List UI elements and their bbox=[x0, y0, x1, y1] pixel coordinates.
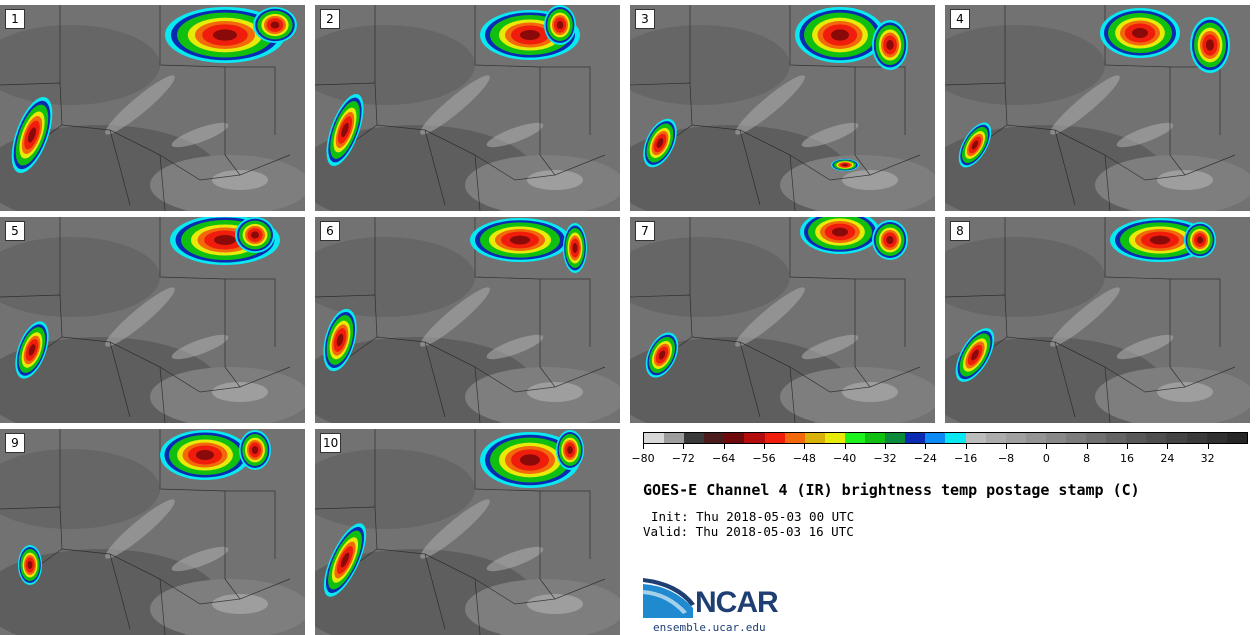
ensemble-member-panel-10: 10 bbox=[315, 429, 620, 635]
member-number-label: 8 bbox=[950, 221, 970, 241]
colorbar-tick bbox=[844, 444, 846, 449]
colorbar-segment-2 bbox=[664, 433, 685, 443]
colorbar-segment-6 bbox=[744, 433, 765, 443]
member-number-label: 4 bbox=[950, 9, 970, 29]
colorbar-tick-label: −16 bbox=[954, 452, 978, 465]
ensemble-member-panel-6: 6 bbox=[315, 217, 620, 423]
colorbar-segment-12 bbox=[865, 433, 886, 443]
member-number-label: 7 bbox=[635, 221, 655, 241]
colorbar-segment-15 bbox=[925, 433, 946, 443]
ir-map bbox=[630, 217, 935, 423]
colorbar-tick bbox=[925, 444, 927, 449]
colorbar-segment-21 bbox=[1045, 433, 1066, 443]
colorbar-tick bbox=[723, 444, 725, 449]
colorbar-tick bbox=[643, 444, 644, 449]
colorbar-tick-label: 32 bbox=[1200, 452, 1215, 465]
ir-map bbox=[945, 217, 1250, 423]
member-number-label: 2 bbox=[320, 9, 340, 29]
colorbar-segment-10 bbox=[824, 433, 845, 443]
colorbar-tick-label: −64 bbox=[712, 452, 736, 465]
colorbar-tick bbox=[965, 444, 967, 449]
colorbar-segment-27 bbox=[1166, 433, 1187, 443]
colorbar-tick-label: −24 bbox=[913, 452, 937, 465]
colorbar-segment-18 bbox=[985, 433, 1006, 443]
colorbar-tick-label: −32 bbox=[873, 452, 897, 465]
colorbar-segment-20 bbox=[1025, 433, 1046, 443]
ir-map bbox=[315, 5, 620, 211]
colorbar-segment-3 bbox=[684, 433, 705, 443]
ir-map bbox=[315, 217, 620, 423]
colorbar-tick bbox=[1207, 444, 1209, 449]
ir-map bbox=[0, 429, 305, 635]
colorbar-segment-13 bbox=[885, 433, 906, 443]
colorbar-tick bbox=[1127, 444, 1128, 449]
colorbar-tick bbox=[1006, 444, 1007, 449]
member-number-label: 9 bbox=[5, 433, 25, 453]
ir-map bbox=[0, 217, 305, 423]
ensemble-member-panel-7: 7 bbox=[630, 217, 935, 423]
colorbar-tick-label: −56 bbox=[752, 452, 776, 465]
colorbar-segment-16 bbox=[945, 433, 966, 443]
colorbar-tick-label: −80 bbox=[631, 452, 655, 465]
colorbar-segment-11 bbox=[844, 433, 866, 443]
colorbar-tick bbox=[1086, 444, 1088, 449]
ensemble-member-panel-2: 2 bbox=[315, 5, 620, 211]
colorbar-segment-5 bbox=[724, 433, 745, 443]
colorbar-tick bbox=[764, 444, 765, 449]
ir-map bbox=[0, 5, 305, 211]
logo-url: ensemble.ucar.edu bbox=[653, 621, 766, 634]
colorbar-segment-30 bbox=[1226, 433, 1247, 443]
colorbar-segment-19 bbox=[1005, 433, 1026, 443]
colorbar-segment-7 bbox=[764, 433, 785, 443]
member-number-label: 5 bbox=[5, 221, 25, 241]
colorbar-segment-1 bbox=[644, 433, 665, 443]
ensemble-member-panel-3: 3 bbox=[630, 5, 935, 211]
member-number-label: 6 bbox=[320, 221, 340, 241]
ir-map bbox=[315, 429, 620, 635]
colorbar-segment-29 bbox=[1206, 433, 1227, 443]
colorbar-segment-9 bbox=[804, 433, 825, 443]
member-number-label: 1 bbox=[5, 9, 25, 29]
valid-time: Valid: Thu 2018-05-03 16 UTC bbox=[643, 524, 854, 539]
colorbar-segment-14 bbox=[905, 433, 926, 443]
colorbar-tick-label: 0 bbox=[1042, 452, 1050, 465]
colorbar-tick-label: −40 bbox=[833, 452, 857, 465]
colorbar bbox=[643, 432, 1248, 444]
ensemble-member-panel-9: 9 bbox=[0, 429, 305, 635]
logo-wordmark: NCAR bbox=[695, 586, 779, 619]
colorbar-tick-label: −72 bbox=[671, 452, 695, 465]
colorbar-segment-22 bbox=[1065, 433, 1087, 443]
member-number-label: 3 bbox=[635, 9, 655, 29]
ensemble-member-panel-4: 4 bbox=[945, 5, 1250, 211]
init-time: Init: Thu 2018-05-03 00 UTC bbox=[651, 509, 855, 524]
colorbar-segment-17 bbox=[965, 433, 986, 443]
ir-map bbox=[945, 5, 1250, 211]
colorbar-tick-label: 16 bbox=[1120, 452, 1134, 465]
colorbar-tick bbox=[885, 444, 886, 449]
member-number-label: 10 bbox=[320, 433, 342, 453]
figure-title: GOES-E Channel 4 (IR) brightness temp po… bbox=[643, 481, 1140, 499]
colorbar-segment-4 bbox=[704, 433, 725, 443]
colorbar-tick-label: 24 bbox=[1160, 452, 1175, 465]
colorbar-segment-23 bbox=[1086, 433, 1107, 443]
colorbar-tick bbox=[1046, 444, 1048, 449]
ensemble-member-panel-1: 1 bbox=[0, 5, 305, 211]
ir-map bbox=[630, 5, 935, 211]
colorbar-segment-26 bbox=[1146, 433, 1167, 443]
colorbar-segment-25 bbox=[1126, 433, 1147, 443]
colorbar-segment-28 bbox=[1186, 433, 1207, 443]
colorbar-segment-8 bbox=[784, 433, 805, 443]
colorbar-tick bbox=[804, 444, 806, 449]
colorbar-tick-label: −8 bbox=[997, 452, 1015, 465]
ensemble-member-panel-8: 8 bbox=[945, 217, 1250, 423]
colorbar-tick-label: −48 bbox=[792, 452, 816, 465]
ensemble-member-panel-5: 5 bbox=[0, 217, 305, 423]
colorbar-tick bbox=[1167, 444, 1169, 449]
colorbar-tick bbox=[683, 444, 685, 449]
colorbar-tick-label: 8 bbox=[1083, 452, 1091, 465]
colorbar-segment-24 bbox=[1106, 433, 1127, 443]
colorbar-ticks: −80 −72 −64 −56 −48 −40 −32 −24 −16 −8 0 8 16 24 32 bbox=[631, 444, 1248, 468]
ncar-logo-icon bbox=[643, 578, 695, 618]
